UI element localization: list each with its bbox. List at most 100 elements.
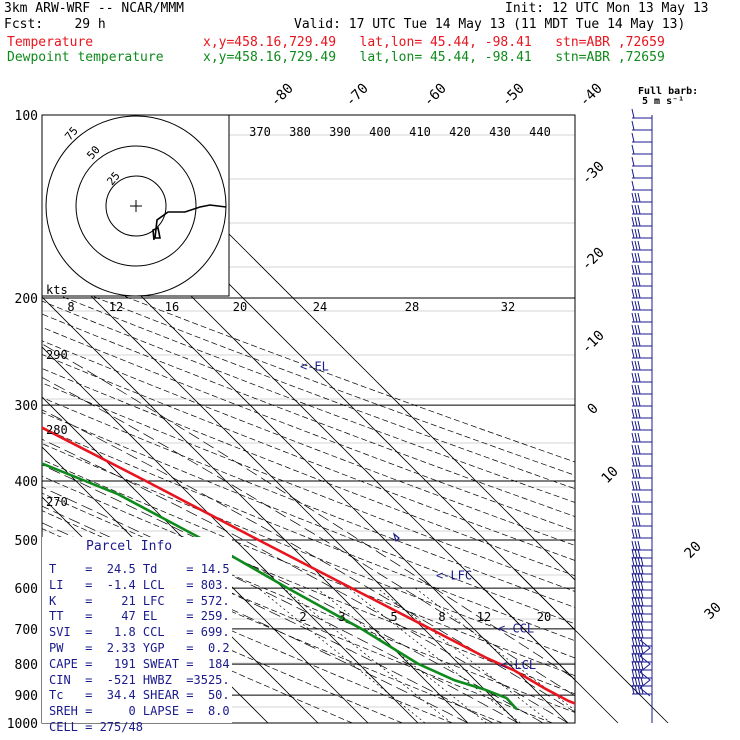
- parcel-info-row: CAPE = 191 SWEAT = 184: [49, 656, 230, 671]
- hodograph-ring: [75, 145, 197, 267]
- isotherm-extension-line: [464, 569, 619, 724]
- parcel-info-title: Parcel Info: [86, 539, 173, 554]
- isotherm-label: -40: [577, 81, 606, 110]
- wind-barb-flag: [634, 636, 638, 647]
- wind-barb-flag: [631, 548, 635, 559]
- wind-barb-flag: [634, 652, 638, 663]
- dewpoint-curve: [42, 462, 518, 711]
- wind-barb-flag: [631, 144, 635, 155]
- legend-temperature-location: x,y=458.16,729.49 lat,lon= 45.44, -98.41…: [203, 35, 665, 50]
- wind-barb-flag: [634, 528, 638, 539]
- wind-barb-flag: [634, 668, 638, 679]
- theta-label: 420: [449, 125, 471, 139]
- wind-barb-flag: [640, 612, 644, 623]
- wind-barb-flag: [637, 684, 641, 695]
- forecast-hour: Fcst: 29 h: [4, 17, 106, 32]
- wind-barb-flag: [637, 604, 641, 615]
- wind-barb-flag: [637, 360, 641, 371]
- wind-barb-flag: [634, 612, 638, 623]
- wind-barb-flag: [640, 572, 644, 583]
- wind-barb-flag: [634, 228, 638, 239]
- wind-barb-flag: [631, 676, 635, 687]
- wind-barb: [631, 276, 652, 287]
- parcel-info-cell: CELL = 275/48: [49, 720, 143, 734]
- wind-barb-flag: [631, 480, 635, 491]
- wind-barb-flag: [637, 668, 641, 679]
- wind-barb-flag: [634, 540, 638, 551]
- wind-barb-flag: [640, 620, 644, 631]
- wind-barb-flag: [631, 604, 635, 615]
- legend-dewpoint-location: x,y=458.16,729.49 lat,lon= 45.44, -98.41…: [203, 50, 665, 65]
- hodograph-ring: [45, 115, 227, 296]
- wind-barb-flag: [637, 580, 641, 591]
- wind-barb: [631, 432, 652, 443]
- wind-barb-flag: [631, 420, 635, 431]
- parcel-info-row: PW = 2.33 YGP = 0.2: [49, 641, 230, 655]
- dry-adiabat-line: [42, 443, 575, 659]
- hodograph-trace: [152, 204, 227, 241]
- wind-barb-flag: [640, 596, 644, 607]
- wind-barb-flag: [634, 620, 638, 631]
- pressure-label: 1000: [7, 717, 38, 732]
- moist-adiabat-line: [42, 438, 569, 723]
- wind-barb-flag: [631, 564, 635, 575]
- wind-barb: [631, 612, 652, 623]
- theta-label: 400: [369, 125, 391, 139]
- wind-barb: [631, 528, 652, 539]
- wind-barb-flag: [640, 564, 644, 575]
- moist-adiabat-line: [42, 377, 575, 697]
- wind-barb-flag: [637, 312, 641, 323]
- wind-barb-flag: [631, 628, 635, 639]
- wind-barb: [631, 192, 652, 203]
- wind-barb-flag: [637, 504, 641, 515]
- wind-barb: [631, 660, 652, 671]
- mixing-ratio-top-label: 20: [233, 300, 247, 314]
- wind-barb: [631, 300, 652, 311]
- wind-barb: [631, 480, 652, 491]
- wind-barb-flag: [637, 276, 641, 287]
- wind-barb-flag: [637, 240, 641, 251]
- pressure-label: 500: [15, 534, 38, 549]
- hodograph-unit-label: kts: [46, 283, 68, 297]
- wind-barb-flag: [637, 348, 641, 359]
- wind-barb-flag: [637, 528, 641, 539]
- wind-barb: [631, 324, 652, 335]
- hodograph-center-mark: [130, 200, 142, 212]
- wind-barb-flag: [631, 572, 635, 583]
- parcel-info-row: Tc = 34.4 SHEAR = 50.: [49, 688, 230, 703]
- wind-barb-flag: [631, 660, 635, 671]
- theta-left-label: 290: [46, 348, 68, 362]
- theta-label: 440: [529, 125, 551, 139]
- wind-barb-flag: [631, 644, 635, 655]
- wind-barb-flag: [631, 132, 635, 143]
- wind-barb: [631, 408, 652, 419]
- wind-barb-flag: [640, 644, 644, 655]
- wind-barb-flag: [637, 628, 641, 639]
- isotherm-label: -80: [268, 81, 297, 110]
- wind-barb-flag: [637, 620, 641, 631]
- dry-adiabat-line: [42, 326, 575, 532]
- wind-barb-flag: [631, 492, 635, 503]
- wind-barb: [631, 336, 652, 347]
- wind-barb-flag: [631, 540, 635, 551]
- wind-barb: [631, 216, 652, 227]
- wind-barb-flag: [634, 596, 638, 607]
- wind-barb-flag: [631, 324, 635, 335]
- wind-barb-flag: [631, 312, 635, 323]
- wind-barb-flag: [637, 396, 641, 407]
- dry-adiabat-line: [42, 412, 575, 625]
- isotherm-label: 10: [599, 464, 622, 487]
- pressure-label: 700: [15, 623, 38, 638]
- hodograph-rings: [45, 115, 227, 296]
- wind-barb-flag: [634, 300, 638, 311]
- theta-label: 380: [289, 125, 311, 139]
- wind-barb-flag: [634, 516, 638, 527]
- plot-frame: [41, 114, 576, 724]
- wind-barb-flag: [637, 288, 641, 299]
- wind-barb-flag: [637, 264, 641, 275]
- wind-barb-flag: [637, 252, 641, 263]
- wind-barb-flag: [631, 620, 635, 631]
- init-time: Init: 12 UTC Mon 13 May 13: [505, 1, 709, 16]
- legend-temperature-label: Temperature: [7, 35, 94, 50]
- wind-barb-flag: [634, 444, 638, 455]
